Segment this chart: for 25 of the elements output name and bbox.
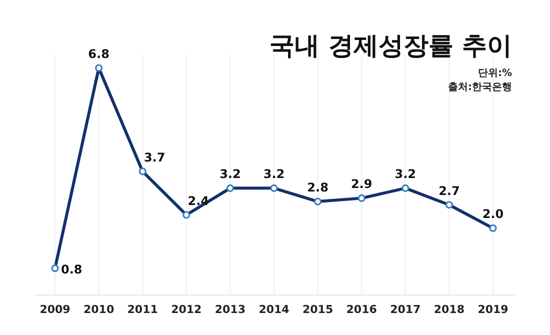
- data-label: 3.2: [220, 167, 241, 182]
- x-tick-label: 2010: [83, 303, 114, 316]
- data-label: 2.4: [188, 194, 210, 208]
- x-tick-label: 2012: [171, 303, 202, 316]
- data-label: 2.8: [307, 180, 328, 195]
- annotation: 단위:%: [478, 68, 512, 79]
- x-tick-label: 2018: [434, 303, 465, 316]
- chart-title: 국내 경제성장률 추이: [270, 31, 512, 60]
- data-label: 2.7: [438, 184, 460, 198]
- data-label: 3.7: [144, 150, 166, 164]
- x-tick-label: 2014: [258, 303, 290, 316]
- x-tick-label: 2011: [127, 303, 158, 316]
- x-tick-label: 2009: [40, 303, 70, 316]
- data-label: 2.9: [350, 177, 372, 192]
- data-label: 6.8: [88, 47, 110, 61]
- x-tick-label: 2013: [214, 303, 246, 316]
- x-tick-label: 2016: [346, 303, 378, 316]
- data-label: 3.2: [263, 167, 285, 182]
- x-tick-label: 2017: [390, 303, 421, 316]
- x-tick-label: 2015: [302, 303, 334, 316]
- data-label: 2.0: [482, 207, 504, 222]
- annotation: 출처:한국은행: [448, 82, 512, 93]
- data-label: 3.2: [394, 167, 416, 182]
- x-tick-label: 2019: [478, 303, 508, 316]
- data-label: 0.8: [61, 262, 82, 276]
